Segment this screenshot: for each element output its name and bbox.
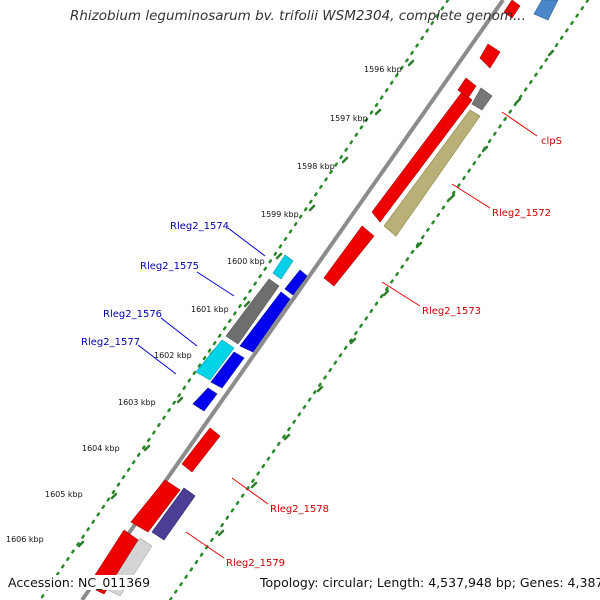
gene-arrow-clps[interactable]: [471, 87, 493, 111]
leader-rleg2-1573: [381, 281, 421, 307]
tick-1606: [77, 540, 85, 548]
tick-1596: [407, 59, 415, 67]
tick-1604: [143, 444, 151, 452]
tick-1598: [341, 156, 349, 164]
gene-arrow-blue-3[interactable]: [210, 351, 245, 389]
gene-label-rleg2-1575[interactable]: Rleg2_1575: [140, 261, 199, 272]
gene-arrow-rleg2-1578[interactable]: [181, 427, 221, 473]
outer-dotted-track: [38, 0, 450, 600]
leader-rleg2-1579: [185, 531, 225, 559]
gene-arrow-rleg2-1575[interactable]: [225, 278, 280, 345]
gene-label-rleg2-1573[interactable]: Rleg2_1573: [422, 306, 481, 317]
leader-rleg2-1576: [160, 317, 198, 347]
tick-1601: [243, 300, 251, 308]
gene-label-rleg2-1577[interactable]: Rleg2_1577: [81, 337, 140, 348]
gene-arrow-red-small[interactable]: [457, 77, 477, 99]
gene-arrow-rleg2-1574[interactable]: [272, 254, 294, 280]
inner-tick: [448, 193, 456, 201]
inner-dotted-track: [168, 0, 590, 600]
gene-label-rleg2-1576[interactable]: Rleg2_1576: [103, 309, 162, 320]
inner-tick: [217, 529, 225, 537]
leader-clps: [501, 111, 538, 137]
leader-rleg2-1577: [137, 344, 177, 375]
inner-tick: [415, 241, 423, 249]
leader-rleg2-1574: [227, 227, 266, 257]
gene-arrow-rleg2-1576[interactable]: [195, 339, 235, 381]
scale-label-1605: 1605 kbp: [45, 490, 83, 499]
gene-arrow-blue-1[interactable]: [284, 269, 308, 296]
gene-label-rleg2-1578[interactable]: Rleg2_1578: [270, 504, 329, 515]
scale-label-1597: 1597 kbp: [330, 114, 368, 123]
inner-tick: [547, 49, 555, 57]
scale-label-1599: 1599 kbp: [261, 210, 299, 219]
gene-label-clps[interactable]: clpS: [541, 136, 562, 147]
scale-label-1602: 1602 kbp: [154, 351, 192, 360]
inner-tick: [283, 433, 291, 441]
gene-arrow-blue-2[interactable]: [239, 291, 291, 353]
scale-ticks: [77, 49, 555, 548]
tick-1597: [374, 108, 382, 116]
genome-summary: Topology: circular; Length: 4,537,948 bp…: [260, 575, 600, 590]
scale-label-1600: 1600 kbp: [227, 257, 265, 266]
gene-arrow-purple[interactable]: [151, 487, 196, 541]
inner-tick: [349, 337, 357, 345]
scale-label-1606: 1606 kbp: [6, 535, 44, 544]
gene-arrow-rleg2-1573[interactable]: [323, 225, 375, 287]
inner-tick: [382, 289, 390, 297]
inner-tick: [481, 145, 489, 153]
genome-title: Rhizobium leguminosarum bv. trifolii WSM…: [70, 8, 526, 24]
scale-label-1601: 1601 kbp: [191, 305, 229, 314]
gene-arrow-rleg2-1579[interactable]: [130, 479, 181, 533]
inner-tick: [250, 481, 258, 489]
scale-label-1604: 1604 kbp: [82, 444, 120, 453]
gene-label-rleg2-1579[interactable]: Rleg2_1579: [226, 558, 285, 569]
gene-arrow-top-blue[interactable]: [533, 0, 559, 21]
gene-label-rleg2-1572[interactable]: Rleg2_1572: [492, 208, 551, 219]
scale-label-1603: 1603 kbp: [118, 398, 156, 407]
accession-label: Accession: NC_011369: [8, 575, 151, 590]
leader-rleg2-1572: [451, 183, 491, 209]
tick-1600: [275, 252, 283, 260]
leader-rleg2-1578: [231, 477, 269, 505]
gene-label-rleg2-1574[interactable]: Rleg2_1574: [170, 221, 229, 232]
leader-rleg2-1575: [196, 271, 235, 297]
tick-1605: [110, 492, 118, 500]
gene-arrow-rleg2-1571[interactable]: [479, 43, 501, 69]
gene-arrow-rleg2-1572[interactable]: [383, 109, 481, 237]
inner-tick: [316, 385, 324, 393]
gene-arrow-blue-4[interactable]: [192, 387, 218, 412]
tick-1599: [308, 204, 316, 212]
tick-1603: [176, 396, 184, 404]
gene-arrow-top-red[interactable]: [503, 0, 521, 19]
gene-arrow-red-long[interactable]: [371, 91, 473, 223]
inner-tick: [514, 97, 522, 105]
scale-label-1596: 1596 kbp: [364, 65, 402, 74]
scale-label-1598: 1598 kbp: [297, 162, 335, 171]
